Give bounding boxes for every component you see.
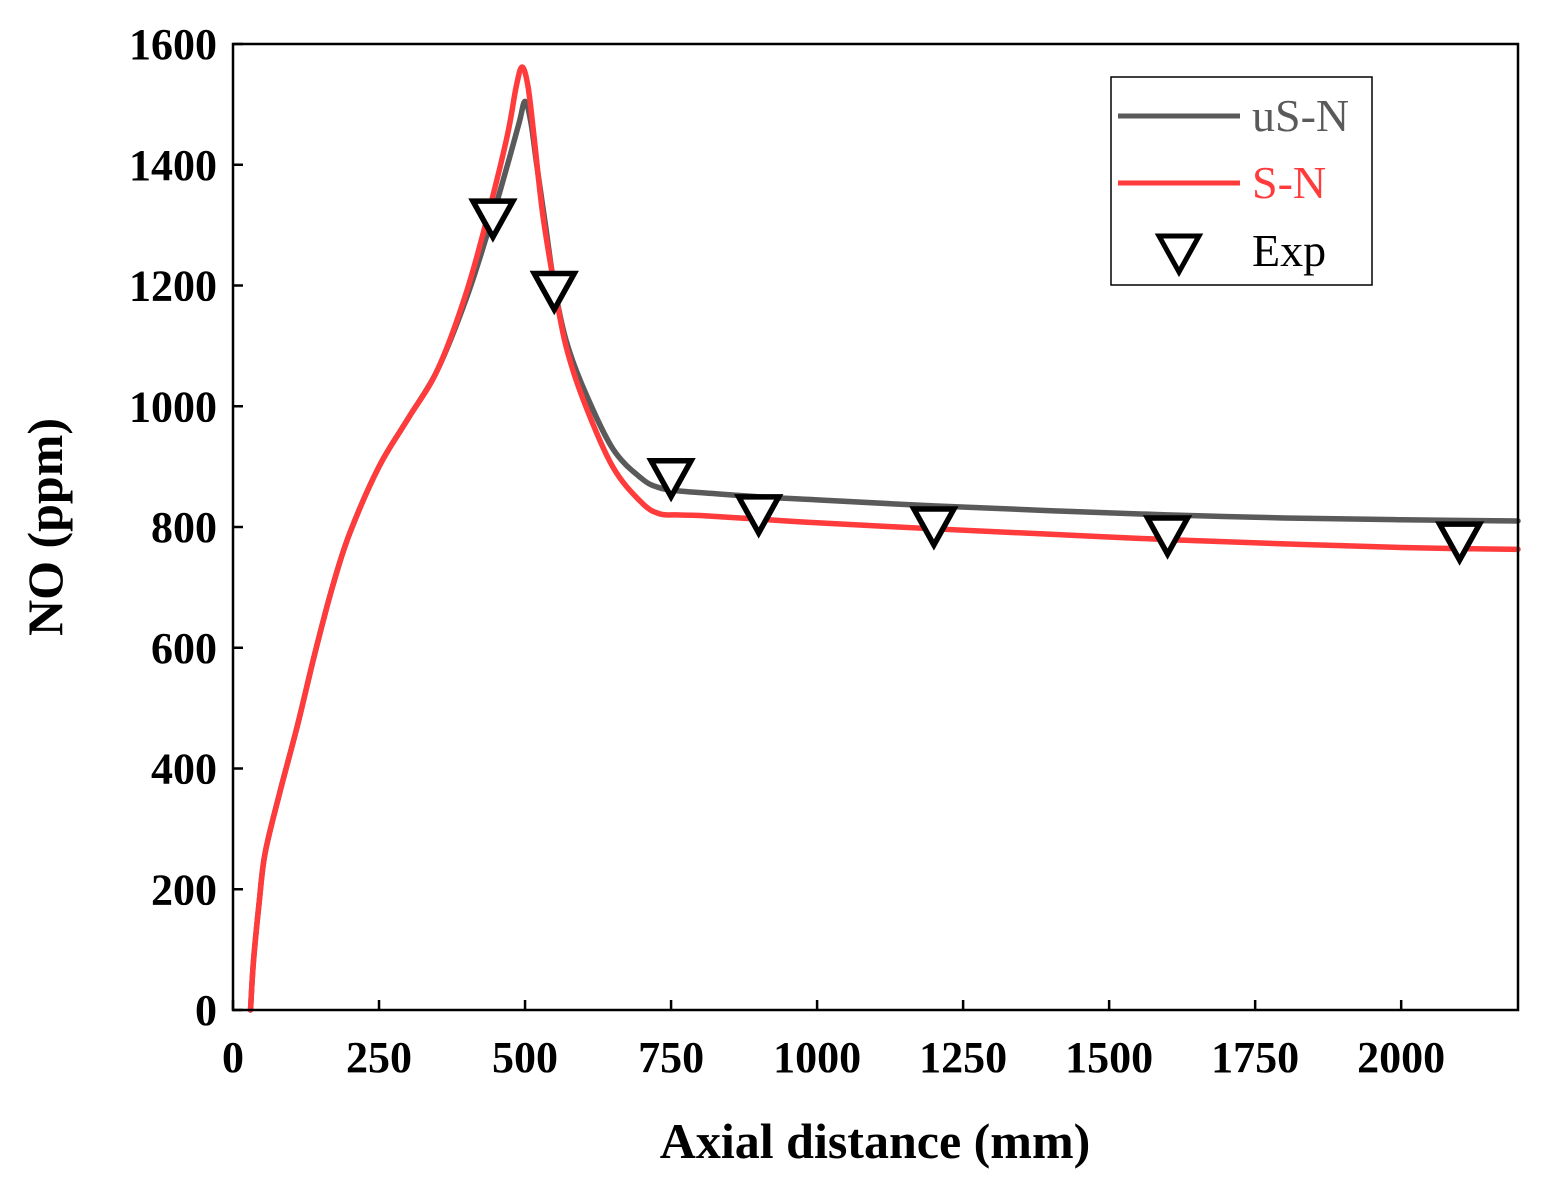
- legend-label-us-n: uS-N: [1252, 90, 1349, 141]
- x-tick-label: 500: [492, 1033, 558, 1082]
- x-tick-label: 1500: [1065, 1033, 1153, 1082]
- y-tick-label: 0: [195, 986, 217, 1035]
- x-tick-label: 1750: [1211, 1033, 1299, 1082]
- legend-swatch-exp: [1154, 233, 1204, 278]
- x-tick-label: 1250: [919, 1033, 1007, 1082]
- exp-data-point: [1434, 521, 1485, 566]
- x-tick-label: 750: [638, 1033, 704, 1082]
- y-tick-label: 600: [151, 624, 217, 673]
- x-tick-label: 2000: [1357, 1033, 1445, 1082]
- legend-label-exp: Exp: [1252, 225, 1326, 276]
- legend: uS-N S-N Exp: [1110, 76, 1373, 286]
- x-tick-label: 1000: [773, 1033, 861, 1082]
- exp-data-point: [646, 457, 696, 503]
- exp-data-point: [529, 270, 579, 316]
- marker-layer: [468, 198, 1485, 566]
- x-tick-label: 250: [346, 1033, 412, 1082]
- exp-data-point: [909, 506, 959, 551]
- y-tick-label: 800: [151, 503, 217, 552]
- exp-data-point: [468, 198, 518, 243]
- y-tick-label: 1200: [129, 262, 217, 311]
- y-tick-label: 1000: [129, 382, 217, 431]
- exp-data-point: [1142, 515, 1193, 560]
- tick-layer: 0 250 500 750 1000 1250 1500 1750 2000 0 200 400 600…: [129, 20, 1445, 1082]
- exp-data-point: [734, 494, 784, 539]
- y-tick-label: 1600: [129, 20, 217, 69]
- y-tick-label: 1400: [129, 141, 217, 190]
- x-axis-title: Axial distance (mm): [660, 1113, 1091, 1169]
- y-axis-title: NO (ppm): [17, 418, 73, 636]
- y-tick-label: 200: [151, 865, 217, 914]
- x-tick-label: 0: [222, 1033, 244, 1082]
- legend-label-s-n: S-N: [1252, 157, 1326, 208]
- y-tick-label: 400: [151, 745, 217, 794]
